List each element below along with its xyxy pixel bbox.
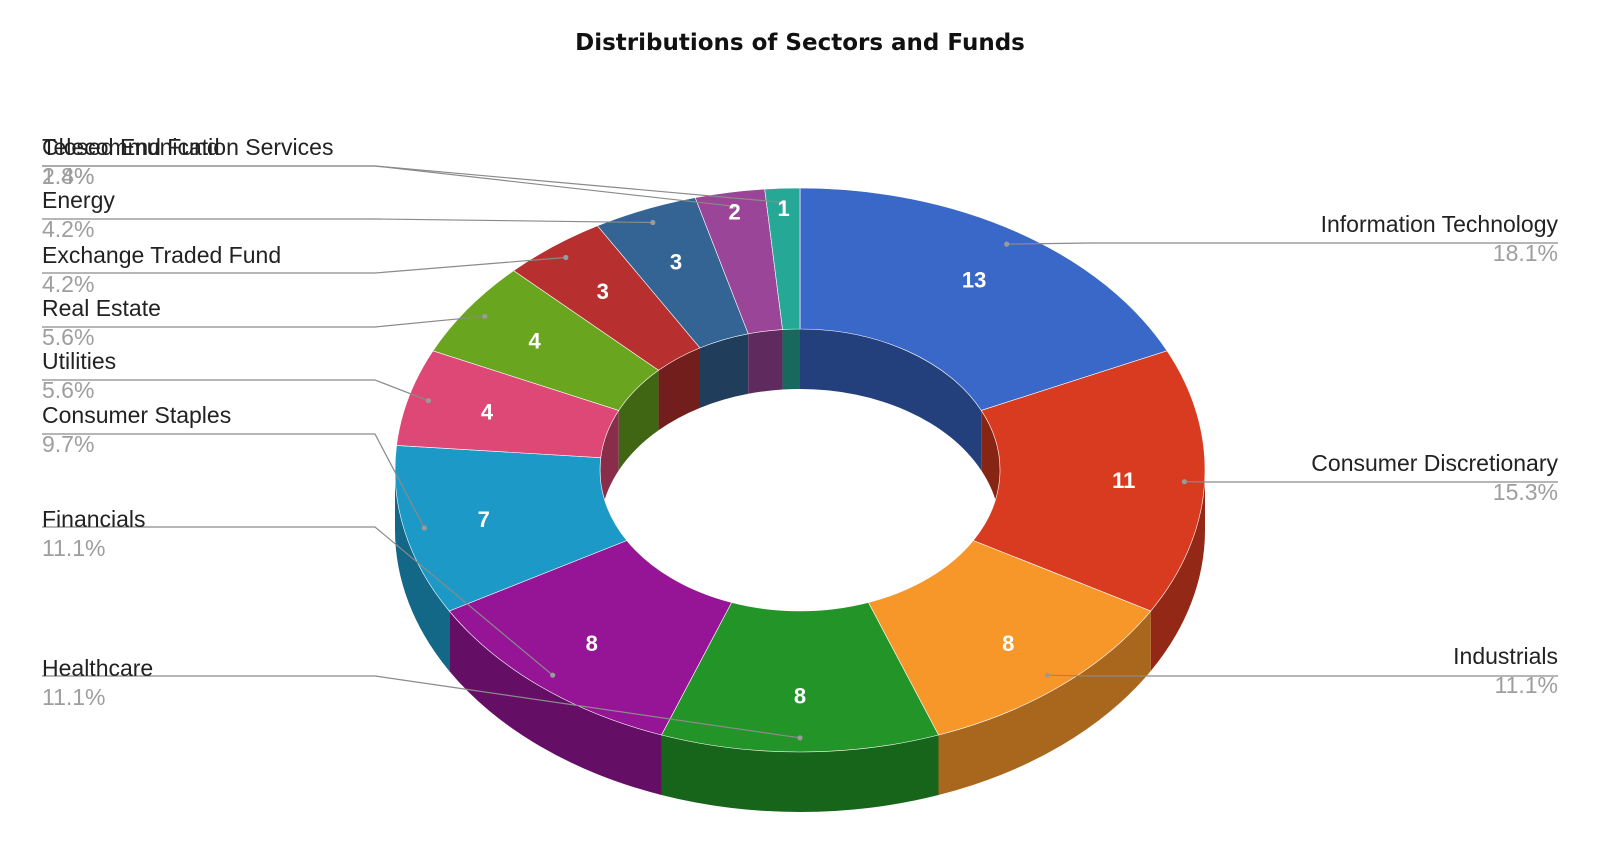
value-label-exchange-traded-fund: 3 [597,279,609,304]
inner-walls [600,329,1000,530]
leader-line-industrials [1047,674,1558,677]
category-label-closed-end-fund: Closed End Fund [42,134,220,160]
category-label-exchange-traded-fund: Exchange Traded Fund [42,242,281,268]
leader-dot-consumer-staples [421,525,427,531]
leader-line-information-technology [1006,242,1558,245]
outer-wall-industrials [938,611,1151,795]
leader-line-real-estate [42,315,485,328]
value-label-consumer-discretionary: 11 [1112,468,1135,493]
slice-consumer-discretionary [972,350,1206,612]
percent-label-utilities: 5.6% [42,377,94,403]
category-label-telecommunication-services: Telecommunication Services [42,134,333,160]
percent-label-closed-end-fund: 1.4% [42,163,94,189]
inner-wall-exchange-traded-fund [658,347,700,431]
category-label-information-technology: Information Technology [1321,211,1559,237]
percent-label-exchange-traded-fund: 4.2% [42,271,94,297]
percent-label-healthcare: 11.1% [42,684,106,710]
value-label-real-estate: 4 [528,329,541,354]
value-label-financials: 8 [586,631,598,656]
value-label-information-technology: 13 [962,268,986,293]
slice-tops [394,187,1206,753]
category-labels: Information Technology 18.1% Consumer Disc… [42,134,1558,710]
value-label-consumer-staples: 7 [478,507,490,532]
outer-wall-consumer-discretionary [1150,470,1205,671]
leader-dot-utilities [425,398,431,404]
slice-healthcare [661,602,939,753]
leader-dot-financials [550,672,556,678]
leader-line-healthcare [42,675,801,739]
value-label-industrials: 8 [1002,631,1014,656]
inner-wall-utilities [600,410,619,518]
category-label-utilities: Utilities [42,348,116,374]
inner-wall-telecommunication-services [748,329,783,394]
leader-line-consumer-staples [42,433,425,529]
category-label-healthcare: Healthcare [42,655,153,681]
leader-dot-exchange-traded-fund [563,254,569,261]
slice-closed-end-fund [764,187,801,330]
leader-line-utilities [42,379,429,402]
percent-label-industrials: 11.1% [1494,672,1558,698]
slice-information-technology [799,187,1168,411]
category-label-real-estate: Real Estate [42,295,161,321]
leader-dot-energy [650,219,656,226]
value-label-utilities: 4 [481,400,494,425]
category-label-energy: Energy [42,187,115,213]
value-label-energy: 3 [670,250,682,275]
outer-wall-healthcare [661,734,939,813]
category-label-industrials: Industrials [1453,643,1558,669]
percent-label-energy: 4.2% [42,216,94,242]
outer-walls [395,470,1205,813]
leader-line-telecommunication-services [42,165,734,207]
slice-financials [448,540,733,736]
leader-dot-telecommunication-services [730,203,736,209]
leader-dot-healthcare [797,735,803,741]
leader-line-financials [42,526,554,676]
leader-line-exchange-traded-fund [42,256,566,274]
outer-wall-consumer-staples [395,470,450,671]
value-label-closed-end-fund: 1 [777,196,789,221]
value-labels: 13 11 8 8 8 7 4 4 3 3 2 1 [478,196,1136,709]
chart-title: Distributions of Sectors and Funds [575,30,1025,56]
leader-lines [42,165,1558,741]
percent-label-consumer-discretionary: 15.3% [1493,479,1558,505]
category-label-financials: Financials [42,506,146,532]
leader-dot-consumer-discretionary [1181,479,1187,485]
leader-dot-information-technology [1004,241,1010,247]
value-label-healthcare: 8 [794,684,806,709]
value-label-telecommunication-services: 2 [728,200,740,225]
category-label-consumer-staples: Consumer Staples [42,402,231,428]
inner-wall-real-estate [618,370,659,471]
inner-wall-energy [700,333,749,408]
percent-label-information-technology: 18.1% [1493,240,1558,266]
leader-dot-industrials [1044,672,1050,678]
inner-wall-information-technology [800,329,982,471]
percent-label-real-estate: 5.6% [42,324,94,350]
leader-dot-closed-end-fund [780,199,786,205]
percent-label-telecommunication-services: 2.8% [42,163,94,189]
inner-wall-closed-end-fund [782,329,800,390]
leader-line-closed-end-fund [42,165,784,203]
leader-line-energy [42,218,653,224]
leader-dot-real-estate [482,313,488,319]
category-label-consumer-discretionary: Consumer Discretionary [1311,450,1558,476]
percent-label-consumer-staples: 9.7% [42,431,94,457]
percent-label-financials: 11.1% [42,535,106,561]
outer-wall-financials [449,611,662,795]
slice-industrials [867,540,1152,736]
